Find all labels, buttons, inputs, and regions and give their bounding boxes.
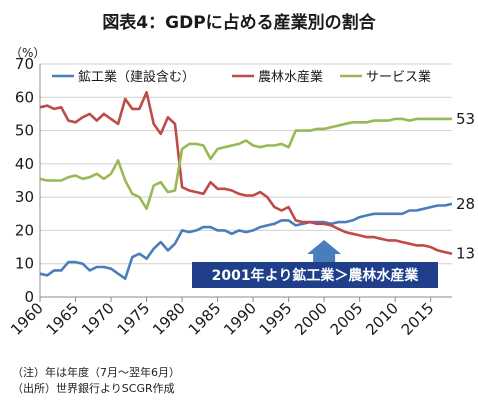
- annotation-text: 2001年より鉱工業＞農林水産業: [212, 267, 420, 284]
- y-tick-label: 40: [15, 155, 34, 173]
- x-tick-label: 1960: [7, 299, 47, 339]
- end-value-label: 53: [456, 110, 475, 128]
- y-axis-ticks: 0 10 20 30 40 50 60 70: [15, 55, 34, 306]
- x-tick-label: 1970: [78, 299, 118, 339]
- legend-label: 鉱工業（建設含む）: [78, 69, 195, 85]
- x-tick-label: 2015: [398, 299, 438, 339]
- series-line-2: [39, 117, 452, 211]
- y-tick-label: 60: [15, 88, 34, 106]
- legend-label: サービス業: [366, 69, 431, 85]
- x-axis-ticks: 1960196519701975198019851990199520002005…: [7, 297, 438, 339]
- end-labels: 53 28 13: [456, 110, 475, 263]
- x-tick-label: 1975: [114, 299, 154, 339]
- y-tick-label: 70: [15, 55, 34, 73]
- x-tick-label: 2010: [362, 299, 402, 339]
- chart-title: 図表4：GDPに占める産業別の割合: [102, 13, 376, 33]
- series-line-0: [39, 202, 453, 281]
- x-tick-label: 1980: [149, 299, 189, 339]
- legend: 鉱工業（建設含む） 農林水産業 サービス業: [52, 69, 431, 85]
- annotation-box: [192, 262, 438, 288]
- x-tick-label: 2000: [291, 299, 331, 339]
- legend-label: 農林水産業: [258, 69, 323, 85]
- y-tick-label: 30: [15, 188, 34, 206]
- end-value-label: 28: [456, 195, 475, 213]
- annotation: 2001年より鉱工業＞農林水産業: [192, 240, 438, 288]
- x-tick-label: 1995: [256, 299, 296, 339]
- annotation-arrow: [307, 240, 342, 265]
- y-axis-unit: （%）: [10, 46, 46, 60]
- y-tick-label: 20: [15, 221, 34, 239]
- series-line-1: [39, 91, 453, 255]
- x-tick-label: 2005: [327, 299, 367, 339]
- x-tick-label: 1965: [43, 299, 83, 339]
- y-tick-label: 50: [15, 122, 34, 140]
- end-value-label: 13: [456, 245, 475, 263]
- y-tick-label: 0: [24, 288, 34, 306]
- x-tick-label: 1990: [220, 299, 260, 339]
- y-tick-label: 10: [15, 255, 34, 273]
- source-note: （出所）世界銀行よりSCGR作成: [12, 382, 175, 395]
- series-lines: [39, 91, 453, 281]
- x-tick-label: 1985: [185, 299, 225, 339]
- footnote: （注）年は年度（7月～翌年6月）: [12, 366, 180, 379]
